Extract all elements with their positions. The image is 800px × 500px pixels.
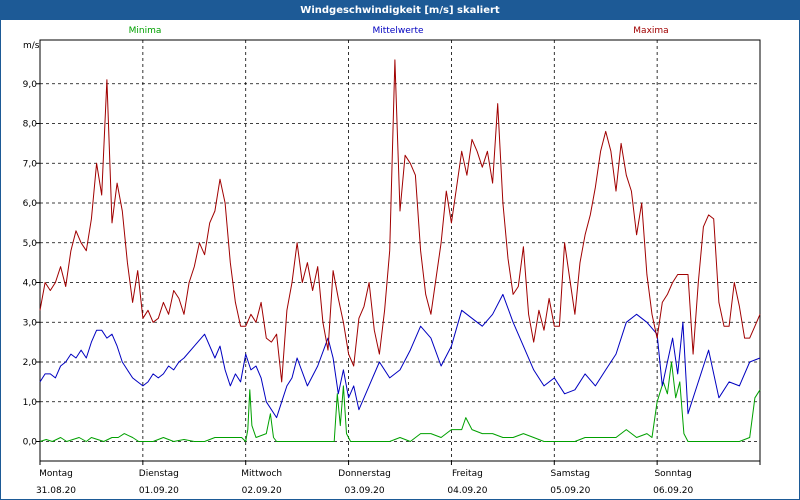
x-date-label: 06.09.20 [653, 486, 693, 496]
series-line-minima [39, 361, 761, 442]
x-date-label: 02.09.20 [242, 486, 282, 496]
x-day-label: Samstag [551, 469, 590, 479]
chart-grid [40, 40, 760, 461]
y-tick-label: 1,0 [23, 398, 38, 408]
y-tick-label: 3,0 [23, 318, 38, 328]
x-day-label: Montag [39, 469, 73, 479]
y-tick-label: 2,0 [23, 358, 38, 368]
x-day-label: Freitag [452, 469, 483, 479]
x-date-label: 04.09.20 [447, 486, 487, 496]
x-date-label: 01.09.20 [139, 486, 179, 496]
x-date-label: 05.09.20 [550, 486, 590, 496]
y-tick-label: 4,0 [23, 279, 38, 289]
y-axis-label: m/s [23, 41, 40, 51]
plot-frame [36, 39, 761, 465]
y-tick-label: 5,0 [23, 239, 38, 249]
legend-maxima: Maxima [633, 26, 668, 36]
series-line-mittelwerte [39, 293, 761, 419]
x-day-label: Donnerstag [338, 469, 391, 479]
chart-labels: 0,0 1,0 2,0 3,0 4,0 5,0 6,0 7,0 8,0 9,0 m/s Montag 3… [23, 26, 694, 496]
legend-minima: Minima [129, 26, 162, 36]
x-date-label: 03.09.20 [345, 486, 385, 496]
x-day-label: Mittwoch [241, 469, 282, 479]
plot-area-border [39, 39, 761, 462]
y-tick-label: 9,0 [23, 80, 38, 90]
legend-mittelwerte: Mittelwerte [372, 26, 423, 36]
chart-title: Windgeschwindigkeit [m/s] skaliert [1, 1, 799, 20]
y-tick-label: 8,0 [23, 120, 38, 130]
series-line-maxima [39, 59, 761, 383]
x-day-label: Sonntag [654, 469, 691, 479]
y-tick-label: 0,0 [23, 438, 38, 448]
y-tick-label: 6,0 [23, 199, 38, 209]
x-date-label: 31.08.20 [36, 486, 76, 496]
x-day-label: Dienstag [139, 469, 179, 479]
chart-series [39, 59, 761, 442]
y-tick-label: 7,0 [23, 159, 38, 169]
